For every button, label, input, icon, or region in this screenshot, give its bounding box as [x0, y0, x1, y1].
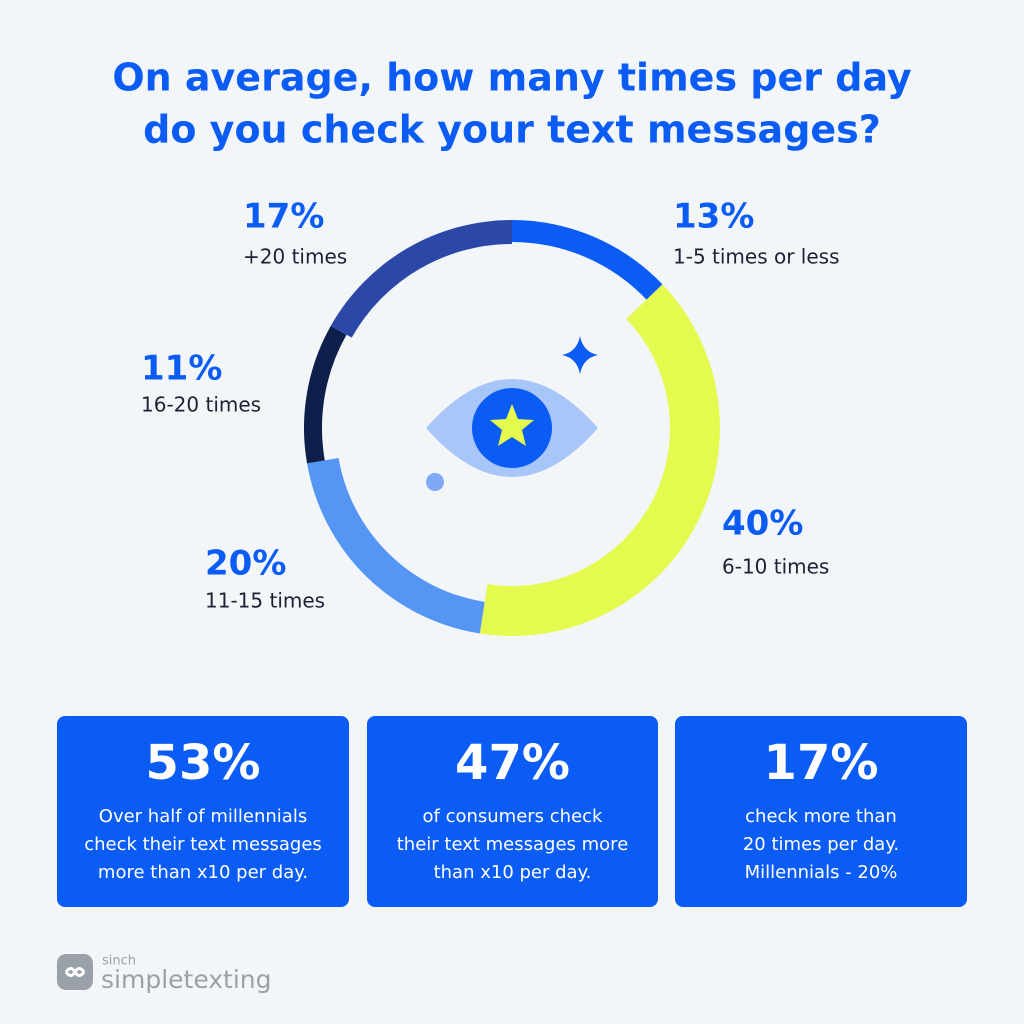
logo: sinch simpletexting [57, 954, 272, 994]
title-line: do you check your text messages? [143, 108, 881, 152]
value-label: 40% [722, 504, 803, 544]
card-stat: 17% [764, 735, 879, 791]
logo-mark [64, 967, 86, 977]
card-stat: 47% [455, 735, 570, 791]
title-line: On average, how many times per day [112, 56, 912, 100]
card-text: check their text messages [84, 834, 322, 855]
sparkle [562, 336, 598, 374]
donut-segment [479, 284, 720, 636]
card-text: more than x10 per day. [98, 862, 308, 883]
donut-segment [512, 220, 663, 300]
category-label: 11-15 times [205, 589, 325, 613]
category-label: 16-20 times [141, 393, 261, 417]
card-text: of consumers check [423, 806, 604, 827]
category-label: 1-5 times or less [673, 245, 840, 269]
card-text: Over half of millennials [99, 806, 307, 827]
value-label: 11% [141, 349, 222, 389]
card-text: check more than [745, 806, 897, 827]
card-text: 20 times per day. [743, 834, 899, 855]
value-label: 13% [673, 197, 754, 237]
brand-small: sinch [102, 954, 136, 969]
donut-segment [304, 325, 347, 464]
brand: simpletexting [101, 965, 272, 994]
value-label: 20% [205, 544, 286, 584]
category-label: 6-10 times [722, 555, 829, 579]
stat-card [675, 716, 967, 907]
stat-card [367, 716, 658, 907]
card-text: their text messages more [397, 834, 629, 855]
value-label: 17% [243, 197, 324, 237]
category-label: +20 times [243, 245, 347, 269]
card-text: Millennials - 20% [745, 862, 898, 883]
donut-segment [307, 457, 485, 634]
eye-icon [426, 336, 598, 491]
dot [426, 473, 444, 491]
star [490, 404, 534, 446]
donut-segment [330, 220, 512, 338]
card-text: than x10 per day. [434, 862, 592, 883]
card-stat: 53% [146, 735, 261, 791]
stat-card [57, 716, 349, 907]
